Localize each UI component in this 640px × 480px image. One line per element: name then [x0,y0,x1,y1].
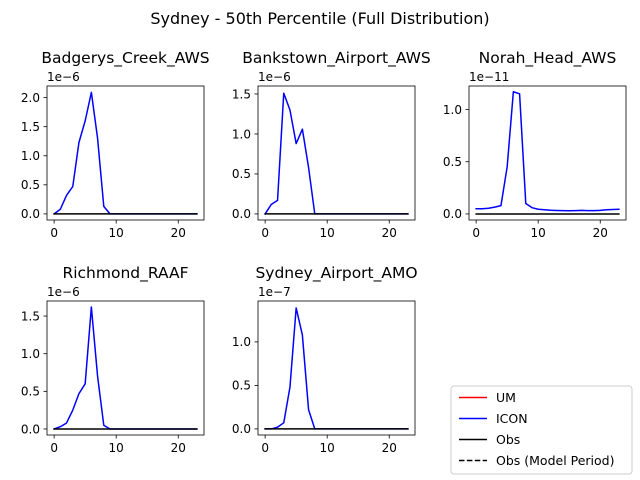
x-tick-label: 0 [50,226,58,240]
y-offset-label: 1e−6 [258,70,291,84]
subplots: Badgerys_Creek_AWS 1e−6 0 10 20 0.0 0.5 1.0 1.5 2… [21,49,627,455]
y-offset-label: 1e−6 [47,285,80,299]
x-tick-label: 20 [593,226,608,240]
subplot-richmond-raaf: Richmond_RAAF 1e−6 0 10 20 0.0 0.5 1.0 1.5 [21,264,205,455]
subplot-badgerys-creek-aws: Badgerys_Creek_AWS 1e−6 0 10 20 0.0 0.5 1.0 1.5 2… [21,49,210,240]
x-tick-label: 20 [382,441,397,455]
x-tick-label: 0 [50,441,58,455]
axes-frame [46,300,205,436]
y-tick-label: 2.0 [21,91,40,105]
series-line-icon [53,306,198,430]
x-tick-label: 0 [261,441,269,455]
y-tick-label: 1.5 [232,87,251,101]
plot-area [264,307,409,430]
subplot-title: Sydney_Airport_AMO [255,264,417,283]
legend-item-obs: Obs [459,432,520,447]
legend: UM ICON Obs Obs (Model Period) [450,385,633,475]
y-tick-label: 0.5 [232,379,251,393]
legend-item-icon: ICON [459,411,528,426]
x-tick-label: 10 [320,226,335,240]
axes-frame [46,85,205,221]
y-offset-label: 1e−7 [258,285,291,299]
y-offset-label: 1e−11 [469,70,509,84]
y-tick-label: 1.0 [232,335,251,349]
y-tick-label: 0.5 [21,385,40,399]
series-line-icon [475,90,620,212]
y-tick-label: 0.0 [21,422,40,436]
y-tick-label: 0.0 [232,207,251,221]
legend-item-obs-model-period: Obs (Model Period) [459,453,615,468]
subplot-title: Norah_Head_AWS [479,49,617,68]
y-tick-label: 0.5 [443,155,462,169]
series-line-icon [264,307,409,430]
series-line-icon [53,91,198,215]
legend-item-um: UM [459,390,516,405]
x-tick-label: 0 [261,226,269,240]
plot-area [264,92,409,215]
x-tick-label: 0 [472,226,480,240]
x-tick-label: 20 [171,226,186,240]
y-tick-label: 0.0 [232,422,251,436]
plot-area [53,91,198,215]
x-tick-label: 10 [320,441,335,455]
y-tick-label: 1.0 [232,127,251,141]
legend-label: ICON [496,411,528,426]
axes-frame [257,300,416,436]
plot-area [475,90,620,215]
subplot-norah-head-aws: Norah_Head_AWS 1e−11 0 10 20 0.0 0.5 1.0 [443,49,627,240]
y-tick-label: 1.0 [443,103,462,117]
legend-label: UM [496,390,516,405]
x-tick-label: 20 [382,226,397,240]
y-offset-label: 1e−6 [47,70,80,84]
y-tick-label: 1.0 [21,149,40,163]
y-tick-label: 0.0 [21,207,40,221]
subplot-bankstown-airport-aws: Bankstown_Airport_AWS 1e−6 0 10 20 0.0 0.5 1.0 1… [232,49,431,240]
y-tick-label: 0.5 [21,178,40,192]
subplot-sydney-airport-amo: Sydney_Airport_AMO 1e−7 0 10 20 0.0 0.5 1.0 [232,264,418,455]
x-tick-label: 10 [531,226,546,240]
legend-label: Obs [496,432,520,447]
axes-frame [468,85,627,221]
subplot-title: Badgerys_Creek_AWS [41,49,209,68]
x-tick-label: 10 [109,441,124,455]
legend-label: Obs (Model Period) [496,453,615,468]
subplot-title: Bankstown_Airport_AWS [242,49,431,68]
x-tick-label: 10 [109,226,124,240]
y-tick-label: 1.5 [21,309,40,323]
legend-frame [450,385,633,475]
series-line-icon [264,92,409,215]
y-tick-label: 1.5 [21,120,40,134]
figure-suptitle: Sydney - 50th Percentile (Full Distribut… [150,9,489,28]
y-tick-label: 0.5 [232,167,251,181]
axes-frame [257,85,416,221]
y-tick-label: 0.0 [443,207,462,221]
x-tick-label: 20 [171,441,186,455]
plot-area [53,306,198,430]
subplot-title: Richmond_RAAF [62,264,188,283]
y-tick-label: 1.0 [21,347,40,361]
